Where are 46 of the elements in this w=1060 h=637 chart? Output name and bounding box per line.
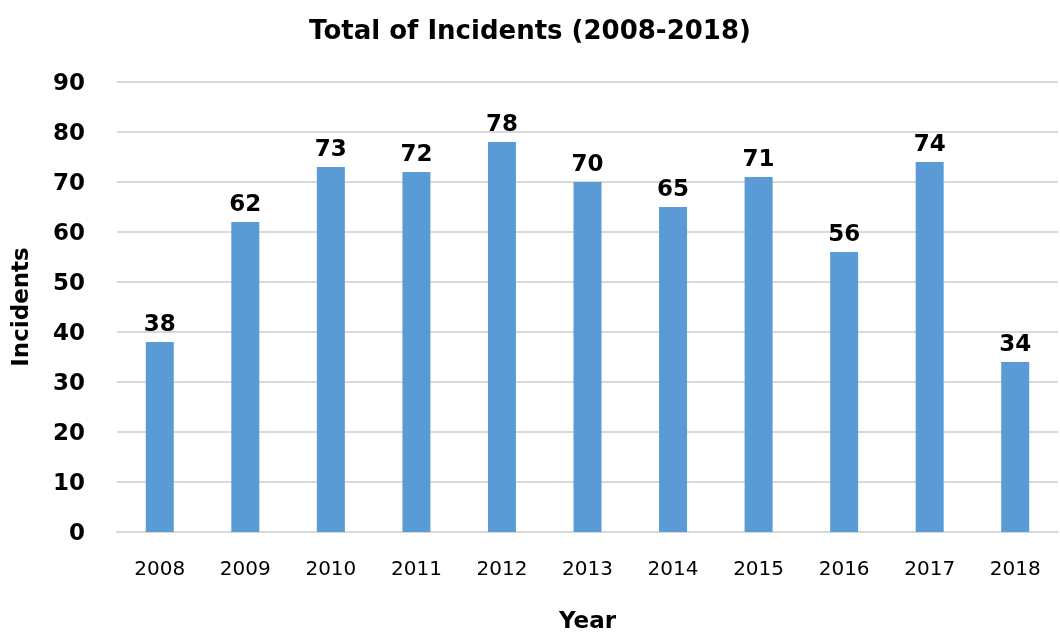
y-tick-label: 40 [52, 319, 85, 345]
x-tick-label: 2011 [390, 556, 442, 580]
y-tick-label: 10 [52, 469, 85, 495]
x-tick-label: 2018 [989, 556, 1041, 580]
x-tick-label: 2008 [134, 556, 186, 580]
y-tick-label: 50 [52, 269, 85, 295]
data-label: 71 [742, 144, 775, 171]
y-tick-label: 90 [52, 69, 85, 95]
data-label: 72 [400, 139, 433, 166]
y-tick-label: 0 [68, 519, 85, 545]
x-axis-title: Year [557, 606, 617, 633]
data-label: 62 [229, 189, 262, 216]
y-tick-label: 60 [52, 219, 85, 245]
bar [659, 207, 688, 532]
y-axis-title: Incidents [6, 247, 33, 367]
data-label: 56 [828, 219, 861, 246]
data-label: 70 [571, 149, 604, 176]
bar [915, 162, 944, 532]
x-tick-label: 2009 [219, 556, 271, 580]
chart-title: Total of Incidents (2008-2018) [309, 15, 751, 45]
bar [145, 342, 174, 532]
bar [231, 222, 260, 532]
x-tick-label: 2013 [562, 556, 613, 580]
data-label: 74 [913, 129, 946, 156]
data-label: 78 [485, 109, 518, 136]
x-tick-label: 2012 [476, 556, 528, 580]
bar [487, 142, 516, 532]
data-label: 73 [314, 134, 347, 161]
bar [744, 177, 773, 532]
bar [830, 252, 859, 532]
data-label: 38 [143, 309, 176, 336]
y-tick-label: 70 [52, 169, 85, 195]
x-tick-label: 2017 [904, 556, 956, 580]
y-tick-label: 20 [52, 419, 85, 445]
bar [402, 172, 431, 532]
bar [1001, 362, 1030, 532]
x-tick-label: 2014 [647, 556, 699, 580]
data-label: 34 [999, 329, 1032, 356]
y-tick-label: 30 [52, 369, 85, 395]
bar [316, 167, 345, 532]
x-tick-label: 2016 [818, 556, 870, 580]
bar [573, 182, 602, 532]
x-tick-label: 2015 [733, 556, 785, 580]
y-tick-label: 80 [52, 119, 85, 145]
data-label: 65 [657, 174, 690, 201]
x-tick-label: 2010 [305, 556, 357, 580]
